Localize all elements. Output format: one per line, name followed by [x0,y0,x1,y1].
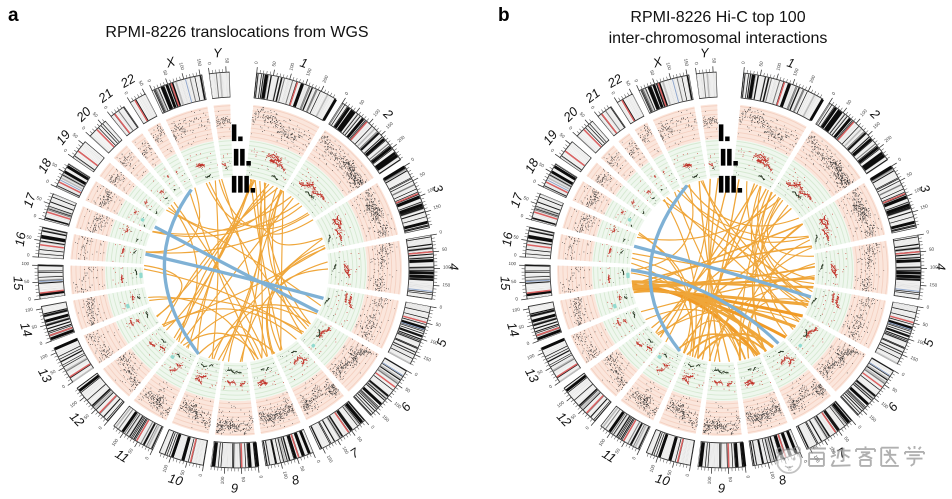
svg-text:RPMI-8226 translocations from: RPMI-8226 translocations from WGS [105,24,368,41]
svg-text:inter-chromosomal interactions: inter-chromosomal interactions [609,30,828,47]
svg-text:b: b [498,5,510,26]
svg-text:RPMI-8226 Hi-C top 100: RPMI-8226 Hi-C top 100 [630,9,805,26]
svg-text:a: a [8,5,19,26]
